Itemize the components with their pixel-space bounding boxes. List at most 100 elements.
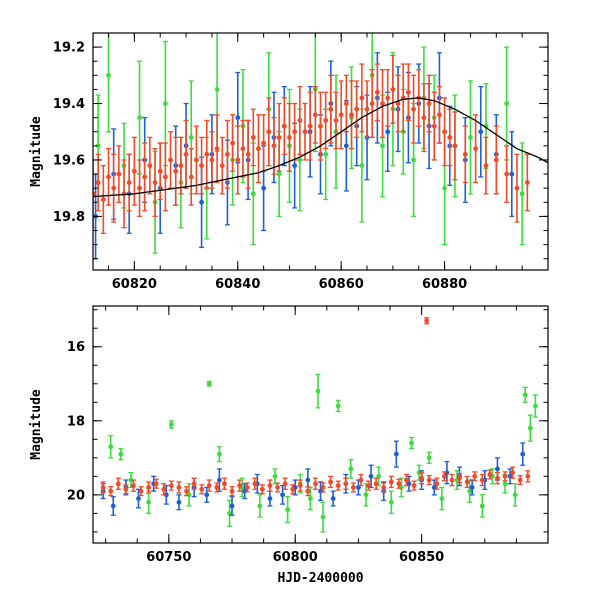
bottom-point-red	[313, 481, 318, 487]
top-xtick-label: 60860	[319, 277, 364, 292]
top-ytick-label: 19.2	[53, 41, 85, 56]
top-point-red	[343, 101, 349, 106]
bottom-x-axis-title: HJD-2400000	[277, 571, 363, 586]
top-point-green	[323, 151, 329, 157]
top-point-red	[437, 112, 442, 118]
bottom-point-blue	[305, 477, 311, 483]
bottom-y-axis-title: Magnitude	[29, 389, 44, 460]
top-point-green	[380, 143, 385, 149]
top-point-red	[405, 89, 411, 95]
top-point-green	[519, 191, 525, 197]
bottom-point-red	[373, 481, 379, 487]
bottom-point-green	[348, 466, 354, 472]
bottom-point-red	[479, 477, 485, 483]
top-point-red	[338, 112, 344, 118]
bottom-point-red	[305, 488, 311, 494]
top-point-red	[106, 174, 111, 180]
bottom-point-red	[191, 481, 197, 487]
bottom-point-red	[472, 473, 478, 479]
top-point-red	[188, 174, 194, 180]
top-point-red	[126, 180, 132, 185]
top-point-red	[395, 101, 401, 106]
bottom-plot-area	[100, 317, 538, 533]
bottom-point-green	[532, 403, 538, 409]
bottom-point-red	[434, 481, 440, 487]
bottom-panel: 60750 60800 60850 16 18 20 Magnitude HJD-240000…	[29, 305, 549, 586]
top-point-red	[137, 185, 142, 191]
top-point-red	[323, 118, 329, 123]
bottom-point-red	[366, 483, 371, 489]
bottom-point-green	[227, 510, 232, 516]
bottom-point-red	[206, 483, 212, 489]
top-point-red	[473, 146, 479, 152]
bottom-point-red	[275, 485, 280, 490]
bottom-point-green	[409, 440, 414, 446]
bottom-point-red	[358, 477, 364, 483]
bottom-point-red	[426, 477, 432, 483]
top-point-red	[431, 123, 437, 129]
top-point-red	[100, 197, 106, 202]
top-frame	[92, 32, 549, 271]
top-point-red	[240, 146, 246, 152]
bottom-point-blue	[356, 485, 361, 490]
top-point-green	[137, 115, 142, 121]
top-point-red	[426, 101, 432, 106]
top-point-red	[369, 101, 375, 106]
bottom-point-red	[502, 473, 508, 479]
top-point-green	[442, 185, 447, 191]
top-point-red	[385, 95, 391, 101]
top-point-red	[235, 157, 241, 163]
top-point-red	[380, 101, 385, 106]
bottom-point-blue	[280, 492, 285, 498]
top-point-green	[106, 72, 111, 78]
top-point-red	[447, 134, 453, 140]
top-model-line	[93, 97, 548, 198]
top-point-red	[162, 174, 168, 180]
bottom-point-red	[411, 483, 417, 489]
bottom-point-green	[467, 488, 473, 494]
bottom-point-red	[350, 485, 356, 490]
top-point-red	[287, 134, 292, 140]
bottom-point-red	[404, 477, 409, 483]
bottom-point-red	[517, 477, 523, 483]
bottom-point-green	[216, 451, 222, 457]
bottom-point-blue	[393, 451, 399, 457]
bottom-point-green	[307, 496, 313, 501]
bottom-ytick-label: 16	[67, 340, 85, 355]
top-point-red	[131, 168, 137, 174]
top-point-red	[354, 106, 360, 112]
bottom-point-red	[131, 483, 136, 489]
bottom-point-blue	[330, 496, 336, 501]
top-point-red	[219, 163, 225, 169]
top-point-red	[504, 171, 510, 177]
bottom-point-red	[449, 477, 455, 483]
bottom-point-green	[128, 477, 134, 483]
bottom-point-green	[335, 403, 341, 409]
top-point-red	[116, 171, 122, 177]
bottom-point-green	[146, 499, 152, 505]
bottom-point-red	[199, 486, 205, 492]
top-point-red	[349, 112, 354, 118]
top-point-red	[250, 134, 256, 140]
bottom-point-red	[267, 483, 273, 489]
bottom-point-red	[388, 479, 394, 485]
bottom-point-blue	[163, 492, 169, 498]
bottom-point-blue	[176, 499, 182, 505]
bottom-point-green	[522, 392, 528, 398]
bottom-point-green	[257, 503, 263, 509]
top-point-red	[271, 143, 277, 149]
bottom-point-red	[396, 481, 402, 487]
top-point-red	[214, 146, 220, 152]
bottom-point-red	[441, 473, 447, 479]
top-point-red	[421, 115, 427, 121]
top-y-axis-title: Magnitude	[29, 116, 44, 187]
top-point-red	[199, 163, 204, 169]
top-point-green	[95, 143, 101, 149]
bottom-point-red	[525, 473, 531, 479]
top-point-red	[292, 129, 298, 135]
top-point-red	[442, 129, 447, 135]
top-point-green	[188, 134, 194, 140]
bottom-point-green	[376, 473, 382, 479]
top-point-red	[147, 163, 153, 169]
bottom-point-red	[320, 485, 326, 490]
